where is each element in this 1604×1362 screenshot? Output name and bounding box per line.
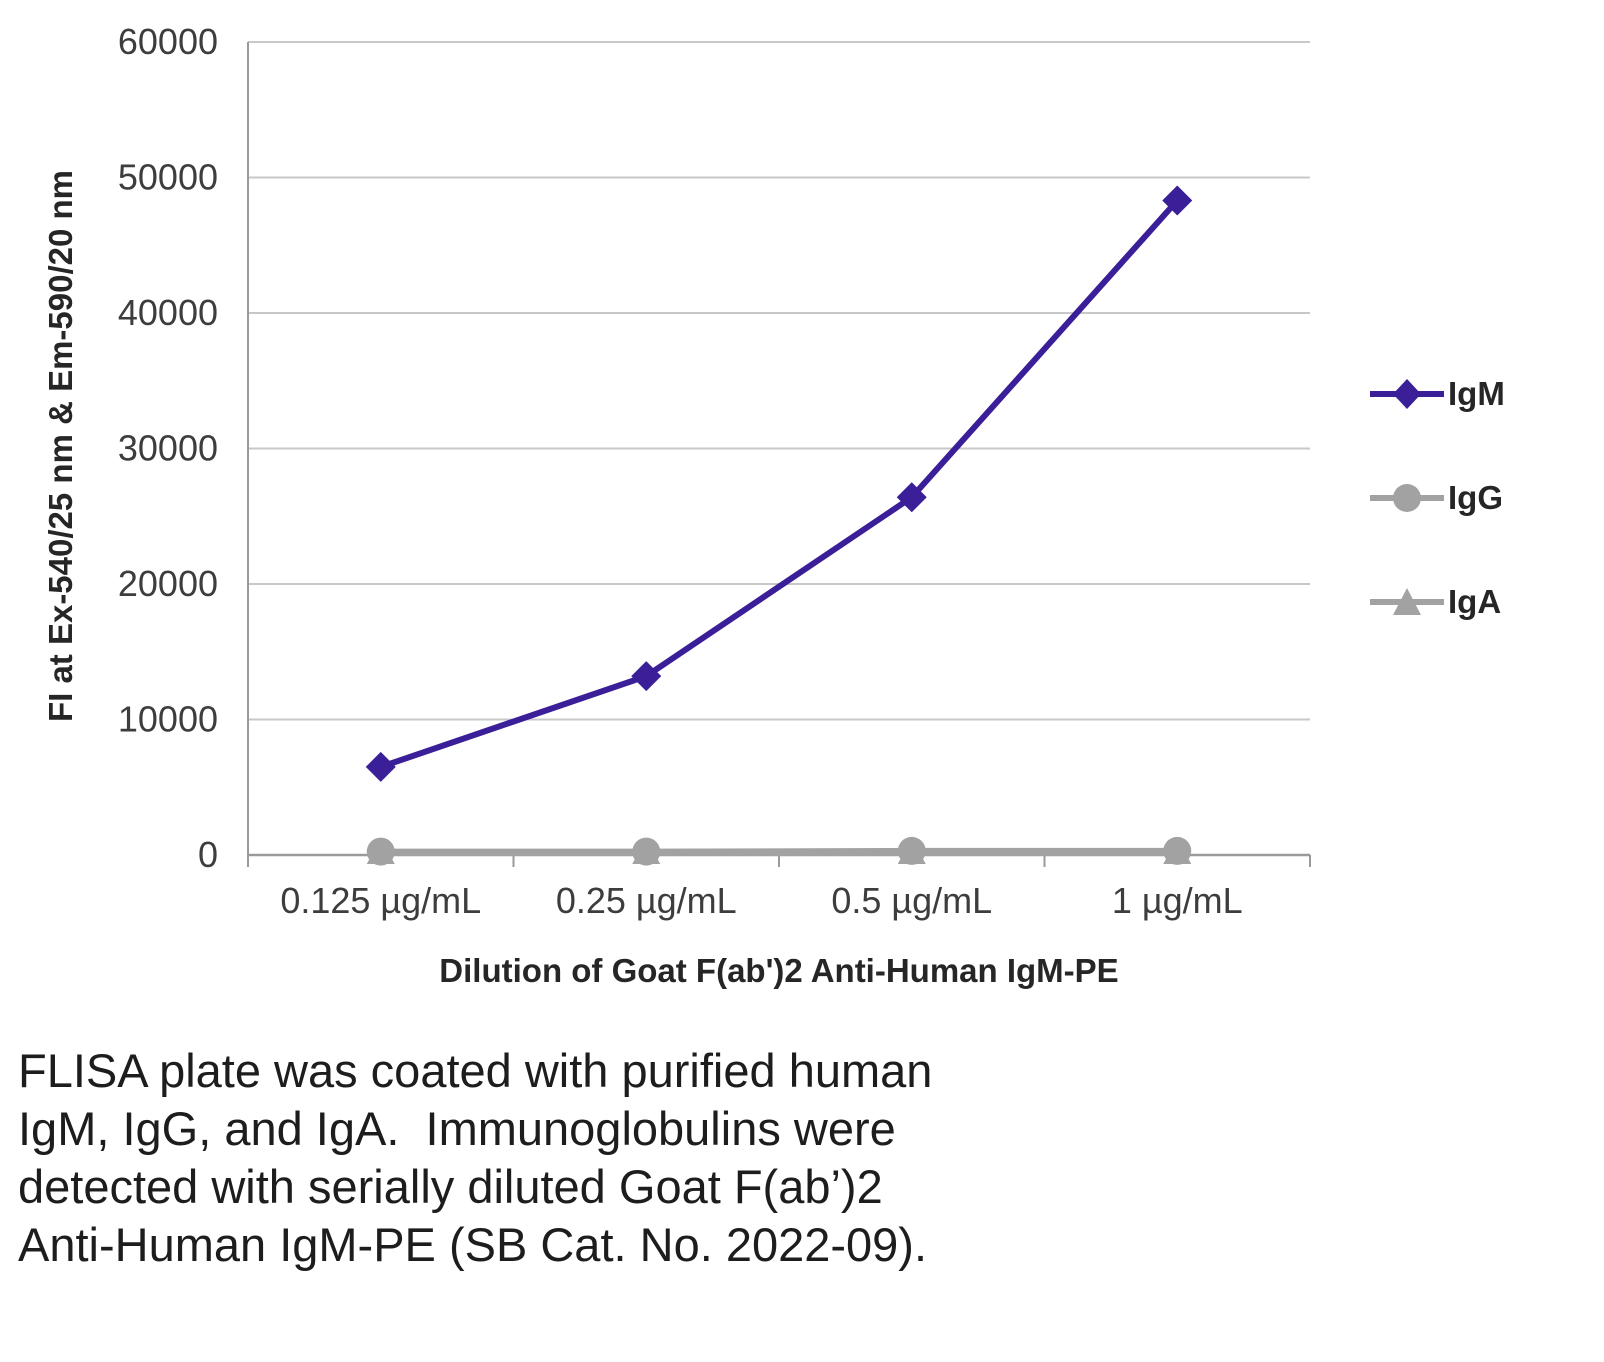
caption-line: IgM, IgG, and IgA. Immunoglobulins were [18,1102,896,1155]
x-tick-label: 0.125 µg/mL [280,880,481,921]
caption-line: detected with serially diluted Goat F(ab… [18,1160,883,1213]
marker-circle [1163,836,1192,865]
legend-label: IgA [1448,583,1502,620]
series-igg [366,836,1192,866]
legend-item-igm: IgM [1368,375,1505,413]
legend-item-iga: IgA [1368,583,1505,621]
y-axis-title: FI at Ex-540/25 nm & Em-590/20 nm [42,169,79,723]
marker-circle [632,837,661,866]
x-tick-label: 0.25 µg/mL [556,880,737,921]
series-line [377,847,1181,855]
y-tick-label: 60000 [118,21,218,62]
legend-marker-triangle [1370,588,1444,615]
series-line [377,197,1181,770]
legend-label: IgM [1448,375,1505,412]
y-tick-label: 10000 [118,699,218,740]
x-tick-label: 1 µg/mL [1112,880,1243,921]
x-tick-label: 0.5 µg/mL [831,880,992,921]
marker-circle [897,836,926,865]
caption-line: FLISA plate was coated with purified hum… [18,1044,933,1097]
y-tick-label: 40000 [118,292,218,333]
marker-diamond [1162,185,1193,216]
marker-diamond [365,751,396,782]
x-axis-title: Dilution of Goat F(ab')2 Anti-Human IgM-… [439,952,1119,989]
caption: FLISA plate was coated with purified hum… [18,1042,1338,1274]
series-igm [365,185,1193,782]
legend-marker-diamond [1370,379,1444,409]
y-tick-label: 30000 [118,428,218,469]
legend-item-igg: IgG [1368,479,1505,517]
line-chart: 0 10000 20000 30000 40000 50000 60000 0.125 µg/… [118,21,1311,921]
y-tick-label: 50000 [118,157,218,198]
marker-diamond [896,482,927,513]
caption-line: Anti-Human IgM-PE (SB Cat. No. 2022-09). [18,1218,928,1271]
legend: IgM IgG IgA [1368,375,1505,621]
marker-circle [366,837,395,866]
legend-marker-circle [1370,484,1444,512]
legend-label: IgG [1448,479,1503,516]
y-tick-label: 20000 [118,563,218,604]
y-tick-label: 0 [198,834,218,875]
marker-diamond [631,661,662,692]
